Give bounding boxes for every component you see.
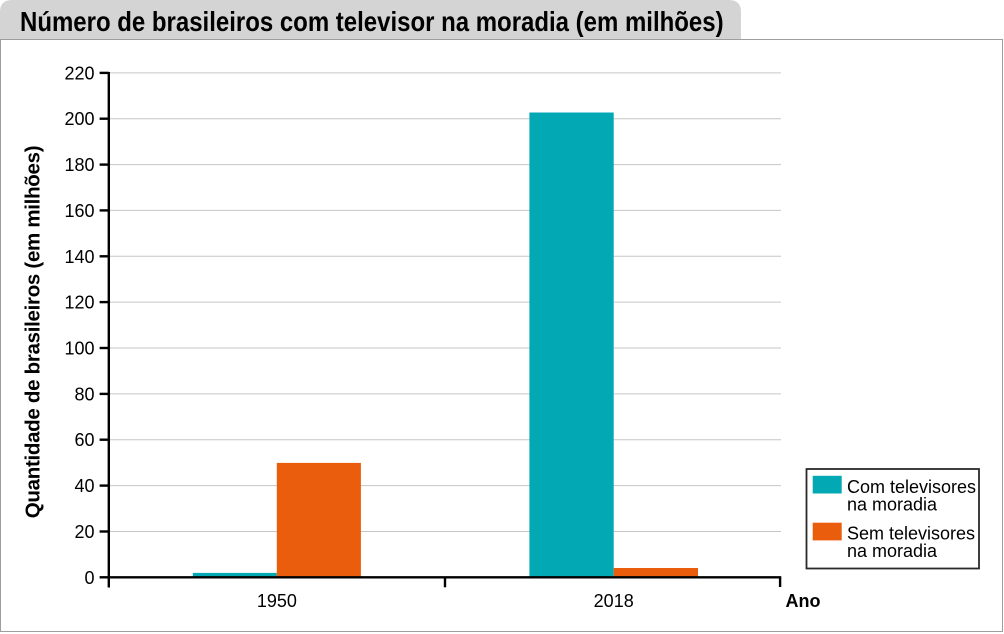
svg-text:na moradia: na moradia (847, 495, 938, 515)
svg-text:Ano: Ano (786, 591, 821, 611)
svg-text:220: 220 (64, 63, 94, 83)
svg-text:1950: 1950 (257, 591, 297, 611)
svg-text:60: 60 (74, 430, 94, 450)
svg-text:120: 120 (64, 293, 94, 313)
svg-text:Sem televisores: Sem televisores (847, 524, 975, 544)
svg-text:2018: 2018 (594, 591, 634, 611)
svg-text:140: 140 (64, 247, 94, 267)
svg-text:Número de brasileiros com tele: Número de brasileiros com televisor na m… (20, 8, 724, 38)
svg-text:200: 200 (64, 109, 94, 129)
svg-text:20: 20 (74, 522, 94, 542)
svg-text:na moradia: na moradia (847, 541, 938, 561)
svg-text:40: 40 (74, 476, 94, 496)
svg-text:80: 80 (74, 384, 94, 404)
svg-text:100: 100 (64, 339, 94, 359)
svg-text:160: 160 (64, 201, 94, 221)
svg-text:0: 0 (84, 568, 94, 588)
svg-text:180: 180 (64, 155, 94, 175)
svg-text:Com televisores: Com televisores (847, 477, 976, 497)
svg-text:Quantidade de brasileiros (em: Quantidade de brasileiros (em milhões) (22, 146, 45, 519)
